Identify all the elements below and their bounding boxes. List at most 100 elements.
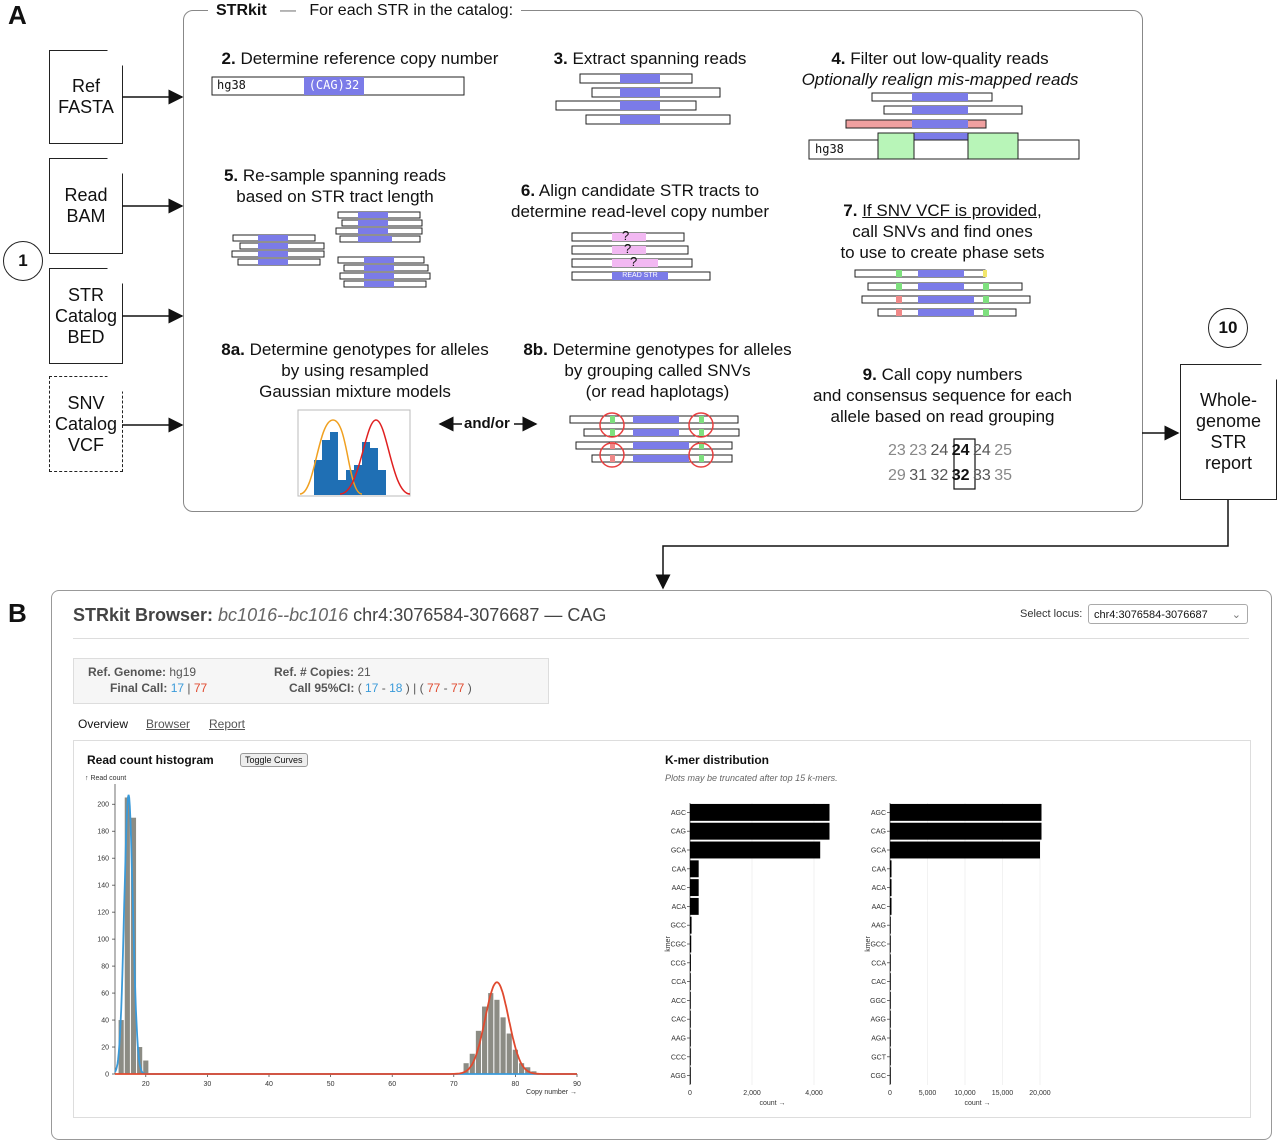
summary-ref-genome: Ref. Genome: hg19 bbox=[88, 665, 197, 679]
kmer-bar bbox=[690, 991, 691, 1009]
kmer-category-label: AGC bbox=[871, 810, 886, 817]
histogram-x-tick-label: 40 bbox=[265, 1081, 273, 1088]
kmer-bar bbox=[690, 841, 821, 859]
kmer-note: Plots may be truncated after top 15 k-me… bbox=[665, 773, 838, 783]
kmer-x-tick-label: 20,000 bbox=[1029, 1090, 1051, 1097]
kmer-bar bbox=[690, 973, 691, 991]
histogram-bar bbox=[506, 1033, 512, 1074]
kmer-chart-2: 0 5,000 10,000 15,000 20,000 kmer count → AGC CA… bbox=[865, 803, 1051, 1107]
kmer-bar bbox=[890, 1010, 891, 1028]
gaussian-curve bbox=[115, 981, 577, 1075]
kmer-bar bbox=[690, 803, 830, 821]
kmer-bar bbox=[890, 991, 891, 1009]
gaussian-curve bbox=[114, 794, 577, 1075]
kmer-category-label: CCA bbox=[671, 979, 686, 986]
kmer-bar bbox=[690, 1029, 691, 1047]
frame-header: STRkit — For each STR in the catalog: bbox=[208, 2, 522, 20]
kmer-category-label: CCA bbox=[871, 960, 886, 967]
histogram-bar bbox=[512, 1049, 518, 1074]
histogram-title: Read count histogram bbox=[87, 753, 214, 767]
kmer-bar bbox=[890, 973, 891, 991]
kmer-bar bbox=[890, 822, 1042, 840]
kmer-bar bbox=[890, 860, 892, 878]
step-3-label: 3. Extract spanning reads bbox=[553, 49, 747, 68]
panel-letter-b: B bbox=[8, 598, 27, 628]
kmer-bar bbox=[690, 916, 692, 934]
step-8b-label: 8b. Determine genotypes for alleles by g… bbox=[523, 340, 792, 401]
histogram-y-tick-label: 80 bbox=[101, 964, 109, 971]
histogram-x-tick-label: 70 bbox=[450, 1081, 458, 1088]
kmer-chart-1: 0 2,000 4,000 kmer count → AGC CAG GCA CAA AAC ACA… bbox=[665, 803, 830, 1107]
histogram-x-tick-label: 90 bbox=[573, 1081, 581, 1088]
histogram-bar bbox=[488, 993, 494, 1074]
kmer-category-label: GGC bbox=[870, 998, 886, 1005]
kmer-bar bbox=[690, 935, 692, 953]
histogram-x-tick-label: 30 bbox=[204, 1081, 212, 1088]
histogram-bar bbox=[463, 1063, 469, 1074]
histogram-x-tick-label: 60 bbox=[388, 1081, 396, 1088]
copy-number-row-1: 23 23 24 24 24 25 bbox=[888, 442, 1013, 459]
select-locus-label: Select locus: bbox=[1020, 608, 1083, 620]
kmer-x-tick-label: 15,000 bbox=[992, 1090, 1014, 1097]
kmer-category-label: CAA bbox=[872, 866, 887, 873]
kmer-category-label: AGC bbox=[671, 810, 686, 817]
histogram-y-label: ↑ Read count bbox=[85, 775, 126, 782]
input-read-bam: Read BAM bbox=[49, 158, 123, 254]
filtered-reads-step4 bbox=[808, 92, 1080, 160]
q-mark-1: ? bbox=[622, 228, 630, 243]
histogram-bar bbox=[475, 1030, 482, 1074]
kmer-category-label: ACC bbox=[671, 998, 686, 1005]
kmer-y-label: kmer bbox=[665, 936, 672, 952]
kmer-x-tick-label: 10,000 bbox=[954, 1090, 976, 1097]
kmer-category-label: CCG bbox=[670, 960, 686, 967]
kmer-bar bbox=[690, 822, 830, 840]
histogram-x-tick-label: 80 bbox=[512, 1081, 520, 1088]
kmer-bar bbox=[890, 803, 1042, 821]
step-2-ref-label: hg38 bbox=[217, 78, 246, 92]
select-locus-dropdown[interactable]: chr4:3076584-3076687 ⌄ bbox=[1088, 604, 1248, 624]
strkit-title: STRkit bbox=[216, 2, 267, 19]
frame-subtitle: For each STR in the catalog: bbox=[309, 2, 514, 19]
kmer-category-label: CAC bbox=[871, 979, 886, 986]
kmer-y-label: kmer bbox=[865, 936, 872, 952]
toggle-curves-button[interactable]: Toggle Curves bbox=[240, 753, 308, 767]
title-divider bbox=[73, 638, 1249, 639]
histogram-bar bbox=[518, 1063, 525, 1074]
input-ref-fasta: Ref FASTA bbox=[49, 50, 123, 144]
and-or-label: and/or bbox=[464, 415, 510, 432]
kmer-category-label: CAC bbox=[671, 1017, 686, 1024]
kmer-bar bbox=[690, 1067, 691, 1085]
kmer-bar bbox=[690, 879, 699, 897]
histogram-x-label: Copy number → bbox=[526, 1089, 577, 1096]
kmer-x-tick-label: 4,000 bbox=[805, 1090, 823, 1097]
summary-ci: Call 95%CI: ( 17 - 18 ) | ( 77 - 77 ) bbox=[289, 681, 472, 695]
histogram-y-tick-label: 120 bbox=[97, 910, 109, 917]
kmer-category-label: AAG bbox=[871, 923, 886, 930]
kmer-category-label: AAC bbox=[672, 885, 686, 892]
kmer-bar bbox=[890, 841, 1040, 859]
kmer-category-label: CAG bbox=[871, 829, 886, 836]
kmer-title: K-mer distribution bbox=[665, 753, 769, 767]
kmer-x-tick-label: 0 bbox=[688, 1090, 692, 1097]
kmer-bar bbox=[890, 1048, 891, 1066]
kmer-bar bbox=[890, 954, 891, 972]
kmer-category-label: CGC bbox=[670, 942, 686, 949]
kmer-bar bbox=[690, 860, 699, 878]
histogram-y-tick-label: 160 bbox=[97, 856, 109, 863]
kmer-bar bbox=[690, 1048, 691, 1066]
kmer-category-label: AGG bbox=[870, 1017, 886, 1024]
kmer-category-label: AGA bbox=[871, 1036, 886, 1043]
kmer-category-label: ACA bbox=[872, 885, 887, 892]
tab-overview[interactable]: Overview bbox=[78, 717, 129, 731]
kmer-bar bbox=[890, 935, 891, 953]
kmer-bar bbox=[690, 897, 699, 915]
kmer-category-label: AAC bbox=[872, 904, 886, 911]
input-snv-catalog-vcf: SNV Catalog VCF bbox=[49, 376, 123, 472]
chevron-down-icon: ⌄ bbox=[1231, 609, 1241, 621]
histogram-y-tick-label: 20 bbox=[101, 1045, 109, 1052]
consensus-box bbox=[953, 438, 976, 490]
histogram-bar bbox=[500, 1017, 506, 1074]
tab-browser[interactable]: Browser bbox=[146, 717, 191, 731]
histogram-bar bbox=[482, 1006, 488, 1074]
tab-report[interactable]: Report bbox=[209, 717, 246, 731]
